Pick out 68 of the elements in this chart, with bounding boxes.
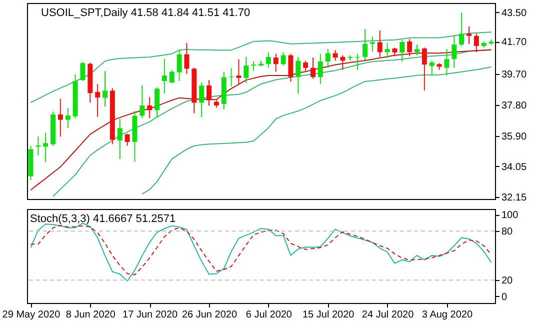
candlestick (147, 96, 152, 119)
candlestick (310, 57, 316, 80)
candlestick (303, 60, 308, 72)
candlestick (474, 33, 479, 53)
chart-title: USOIL_SPT,Daily 41.58 41.84 41.51 41.70 (41, 7, 250, 19)
y-tick-label: 35.90 (502, 132, 527, 143)
candlestick (199, 82, 204, 118)
candlestick (65, 108, 70, 129)
candlestick (251, 60, 256, 72)
candlestick (325, 48, 330, 68)
candlestick (377, 30, 382, 58)
candlestick (124, 133, 130, 146)
candlestick (370, 36, 375, 52)
candlestick (102, 70, 108, 107)
chart-title: Stoch(5,3,3) 41.6667 51.2571 (30, 213, 176, 225)
candlestick (280, 52, 286, 66)
candlestick (117, 118, 122, 160)
candlestick (318, 53, 323, 85)
x-tick-label: 24 Jul 2020 (362, 310, 414, 320)
y-tick-label: 0 (502, 292, 508, 303)
candlestick (296, 56, 301, 94)
candlestick (414, 44, 420, 56)
x-tick-label: 8 Jun 2020 (66, 310, 116, 320)
y-tick-label: 37.80 (502, 100, 527, 112)
x-tick-label: 6 Jul 2020 (246, 310, 292, 320)
x-tick-label: 17 Jun 2020 (122, 310, 178, 320)
candlestick (429, 60, 434, 76)
candlestick (140, 84, 145, 119)
candlestick (162, 58, 167, 94)
candlestick (169, 70, 174, 84)
candlestick (43, 132, 48, 163)
candlestick (407, 38, 412, 57)
candlestick (332, 50, 338, 62)
candlestick (452, 34, 457, 68)
candlestick (362, 28, 368, 61)
candlestick (244, 56, 249, 84)
y-tick-label: 100 (502, 210, 519, 222)
candlestick (184, 42, 190, 74)
candlestick (384, 42, 390, 59)
y-tick-label: 41.70 (502, 37, 527, 48)
candlestick (58, 98, 63, 138)
candlestick (466, 26, 472, 44)
candlestick (444, 48, 450, 76)
line-series (142, 66, 492, 194)
candlestick (80, 61, 86, 82)
candlestick (459, 12, 464, 47)
x-tick-label: 29 May 2020 (2, 310, 61, 320)
y-tick-label: 20 (502, 276, 514, 287)
y-tick-label: 80 (502, 226, 514, 238)
candlestick (422, 47, 427, 91)
x-tick-label: 3 Aug 2020 (422, 310, 473, 320)
y-tick-label: 32.15 (502, 192, 527, 204)
x-tick-label: 26 Jun 2020 (182, 310, 238, 320)
x-tick-label: 15 Jul 2020 (302, 310, 355, 320)
y-tick-label: 43.50 (502, 8, 527, 19)
y-tick-label: 34.05 (502, 162, 527, 173)
candlestick (206, 80, 212, 106)
candlestick (400, 39, 405, 62)
candlestick (340, 54, 346, 70)
candlestick (95, 84, 100, 118)
candlestick (236, 58, 242, 86)
candlestick (154, 86, 160, 118)
candlestick (273, 53, 278, 72)
line-series (30, 32, 492, 103)
candlestick (176, 49, 182, 82)
candlestick (288, 53, 294, 82)
y-tick-label: 39.70 (502, 70, 527, 81)
candlestick (266, 52, 271, 68)
